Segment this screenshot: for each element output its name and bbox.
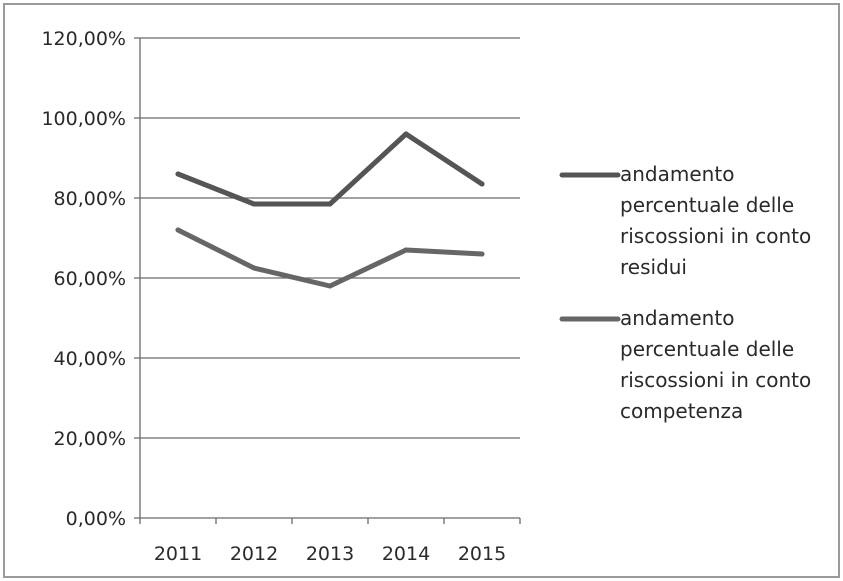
series-2-point [251,265,257,271]
y-tick-label: 40,00% [54,348,126,370]
y-tick-label: 60,00% [54,268,126,290]
series-1-point [251,201,257,207]
axis-layer: 0,00% 20,00% 40,00% 60,00% 80,00% 100,00% 120,… [41,28,521,565]
legend-label-line: percentuale delle [620,337,794,361]
series-1-point [479,181,485,187]
series-2-point [175,227,181,233]
legend-label-line: competenza [620,399,743,423]
legend-entry-1: andamento percentuale delle riscossioni in… [559,162,811,279]
x-tick-label: 2015 [458,543,506,565]
series-1-point [175,171,181,177]
y-tick-label: 0,00% [66,508,126,530]
series-2-point [403,247,409,253]
grid-layer [134,37,520,519]
legend-label-line: andamento [620,306,734,330]
x-tick-label: 2013 [306,543,354,565]
legend-entry-2: andamento percentuale delle riscossioni in… [559,306,811,423]
x-tick-label: 2011 [154,543,202,565]
legend-label-line: riscossioni in conto [620,224,811,248]
legend-label-line: percentuale delle [620,193,794,217]
series-1-point [403,131,409,137]
legend: andamento percentuale delle riscossioni in… [559,162,811,423]
series-1-point [327,201,333,207]
chart-border [3,3,840,578]
x-tick-label: 2012 [230,543,278,565]
x-tick-label: 2014 [382,543,430,565]
legend-label-line: riscossioni in conto [620,368,811,392]
series-layer [175,131,485,289]
series-2-point [479,251,485,257]
series-2-point [327,283,333,289]
y-tick-label: 120,00% [41,28,126,50]
legend-label-line: residui [620,255,687,279]
legend-label-line: andamento [620,162,734,186]
y-tick-label: 80,00% [54,188,126,210]
y-tick-label: 20,00% [54,428,126,450]
y-tick-label: 100,00% [41,108,126,130]
